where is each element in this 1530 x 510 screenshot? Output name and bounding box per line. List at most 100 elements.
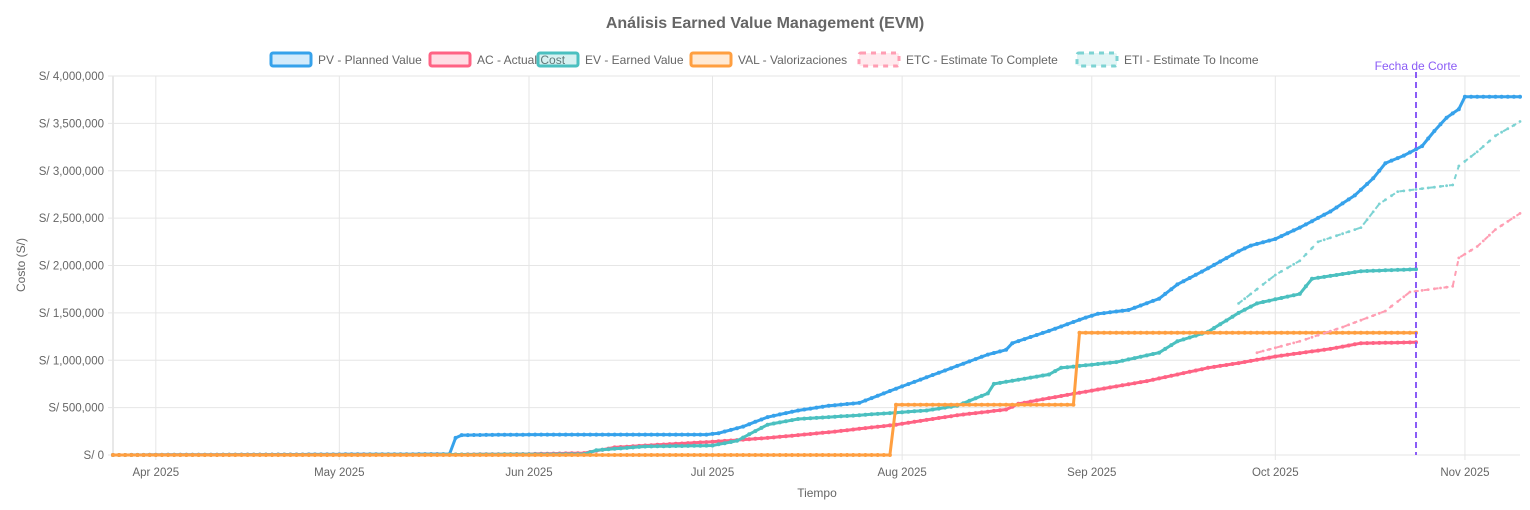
- data-point: [967, 359, 972, 364]
- data-point: [331, 453, 336, 457]
- data-point: [1451, 183, 1455, 187]
- data-point: [875, 411, 880, 416]
- data-point: [869, 453, 874, 457]
- data-point: [1059, 402, 1064, 407]
- y-axis-title: Costo (S/): [14, 238, 28, 292]
- legend-swatch: [857, 51, 901, 68]
- data-point: [973, 411, 978, 416]
- data-point: [1059, 394, 1064, 398]
- data-point: [306, 453, 311, 457]
- data-point: [471, 433, 476, 437]
- x-tick-label: Apr 2025: [132, 467, 179, 479]
- data-point: [1151, 352, 1155, 356]
- data-point: [936, 402, 941, 407]
- data-point: [747, 437, 752, 442]
- data-point: [1095, 311, 1100, 316]
- data-point: [1065, 365, 1070, 370]
- data-point: [1095, 330, 1100, 335]
- data-point: [1298, 339, 1302, 343]
- data-point: [1322, 274, 1327, 279]
- data-point: [1181, 330, 1186, 335]
- data-point: [1040, 397, 1045, 402]
- data-point: [245, 453, 250, 457]
- data-point: [1475, 94, 1480, 99]
- legend-label: AC - Actual Cost: [477, 53, 566, 67]
- data-point: [1151, 377, 1155, 382]
- data-point: [814, 405, 819, 410]
- data-point: [1206, 266, 1210, 271]
- y-tick-label: S/ 500,000: [48, 403, 104, 415]
- data-point: [961, 412, 966, 417]
- data-point: [1193, 272, 1198, 277]
- data-point: [661, 432, 666, 437]
- data-point: [1511, 94, 1516, 99]
- data-point: [777, 434, 782, 439]
- data-point: [1230, 252, 1235, 257]
- data-point: [600, 447, 605, 452]
- data-point: [747, 453, 752, 457]
- data-point: [410, 453, 415, 457]
- series-line: [113, 331, 1416, 457]
- data-point: [845, 402, 850, 406]
- data-point: [1144, 301, 1149, 306]
- data-point: [1151, 330, 1155, 335]
- data-point: [1279, 296, 1284, 300]
- data-point: [735, 453, 739, 457]
- data-point: [839, 453, 843, 457]
- data-point: [606, 432, 611, 437]
- data-point: [1077, 363, 1082, 368]
- data-point: [1175, 282, 1180, 287]
- data-point: [520, 432, 525, 437]
- data-point: [1499, 94, 1504, 99]
- data-point: [661, 444, 666, 449]
- data-point: [1310, 276, 1314, 281]
- data-point: [1506, 127, 1510, 131]
- y-tick-label: S/ 1,500,000: [39, 308, 104, 320]
- data-point: [863, 398, 868, 403]
- data-point: [429, 453, 434, 457]
- data-point: [1230, 314, 1235, 319]
- data-point: [221, 453, 226, 457]
- data-point: [465, 453, 470, 457]
- data-point: [508, 453, 513, 457]
- data-point: [135, 453, 140, 457]
- x-tick-label: Jul 2025: [691, 467, 734, 479]
- data-point: [802, 407, 807, 412]
- data-point: [1390, 304, 1393, 308]
- data-point: [979, 402, 984, 407]
- data-point: [1383, 340, 1388, 345]
- data-point: [202, 453, 207, 457]
- data-point: [1389, 330, 1394, 335]
- data-point: [710, 431, 715, 436]
- data-point: [857, 400, 862, 405]
- data-point: [1114, 330, 1119, 335]
- data-point: [1248, 358, 1253, 363]
- data-point: [692, 440, 697, 445]
- data-point: [667, 453, 672, 457]
- data-point: [569, 432, 574, 437]
- data-point: [1059, 365, 1064, 370]
- data-point: [582, 432, 586, 437]
- data-point: [790, 433, 794, 438]
- data-point: [1335, 234, 1338, 238]
- data-point: [967, 411, 972, 416]
- data-point: [649, 444, 654, 449]
- data-point: [881, 453, 886, 457]
- data-point: [1169, 343, 1174, 348]
- data-point: [1377, 168, 1382, 173]
- data-point: [1346, 343, 1351, 348]
- data-point: [655, 444, 660, 449]
- data-point: [1451, 284, 1455, 288]
- y-tick-label: S/ 1,000,000: [39, 355, 104, 367]
- data-point: [1230, 362, 1235, 366]
- data-point: [1157, 296, 1162, 301]
- data-point: [1445, 184, 1448, 188]
- data-point: [1487, 94, 1492, 99]
- data-point: [673, 453, 678, 457]
- data-point: [1126, 330, 1131, 335]
- data-point: [343, 453, 348, 457]
- data-point: [514, 432, 519, 437]
- data-point: [1138, 330, 1143, 335]
- data-point: [1407, 150, 1412, 155]
- data-point: [765, 453, 770, 457]
